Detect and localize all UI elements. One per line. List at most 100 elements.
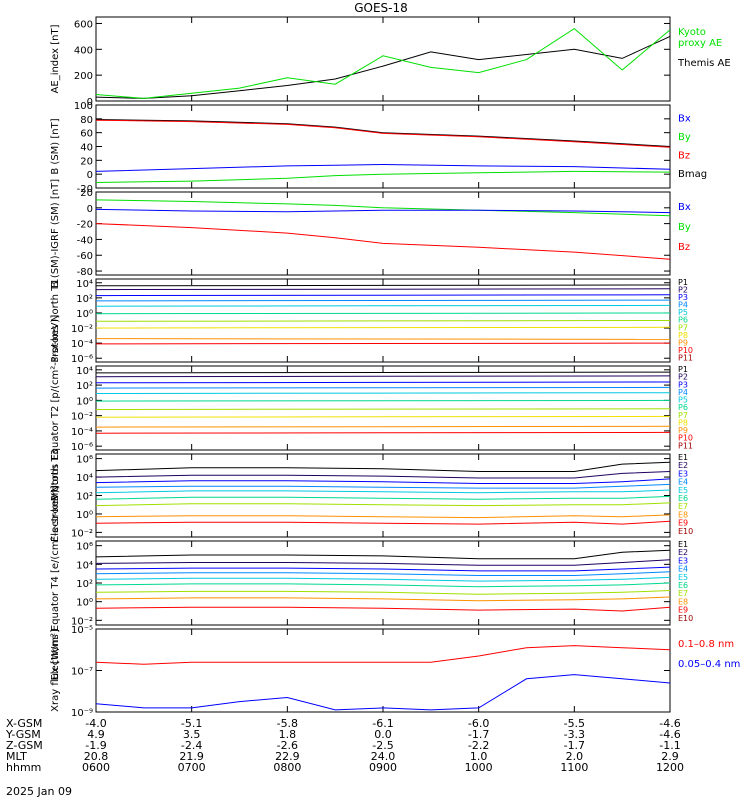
legend-entry: E8 <box>678 510 688 519</box>
chart-title: GOES-18 <box>354 1 408 15</box>
legend-entry: E6 <box>678 494 688 503</box>
legend-entry: P5 <box>678 396 688 405</box>
legend-entry: E1 <box>678 453 688 462</box>
y-tick-label: 10⁻⁴ <box>71 339 93 350</box>
series-line-e8 <box>96 514 670 519</box>
y-tick-label: 600 <box>74 19 93 30</box>
y-tick-label: 10² <box>76 381 93 392</box>
legend-entry: P4 <box>678 388 688 397</box>
legend-entry: P7 <box>678 411 688 420</box>
y-tick-label: 10⁻⁵ <box>71 625 93 636</box>
legend-entry: By <box>678 222 691 233</box>
y-tick-label: 10⁻⁴ <box>71 427 93 438</box>
legend-entry: P2 <box>678 373 688 382</box>
series-group <box>96 549 670 612</box>
y-axis-label: Xray flux [W/m²] <box>50 629 61 712</box>
series-line-p7 <box>96 320 670 322</box>
series-line-e9 <box>96 520 670 525</box>
y-tick-label: 10⁻⁹ <box>71 708 93 719</box>
y-axis-label: B (SM)-IGRF (SM) [nT] <box>50 179 61 288</box>
series-group <box>96 199 670 260</box>
legend-entry: E3 <box>678 469 688 478</box>
panel-frame <box>95 16 671 102</box>
y-tick-label: 10² <box>76 294 93 305</box>
series-line-e7 <box>96 590 670 595</box>
series-line-p8 <box>96 415 670 418</box>
y-axis-label: Protons North T1 <box>50 278 61 362</box>
y-tick-label: 0 <box>87 97 93 108</box>
panel-frame <box>95 365 671 451</box>
series-line-0-1-0-8-nm <box>96 645 670 665</box>
legend-entry: E5 <box>678 573 688 582</box>
series-line-bmag <box>96 119 670 147</box>
legend-entry: P4 <box>678 301 688 310</box>
y-tick-label: -60 <box>77 251 93 262</box>
series-line-e5 <box>96 489 670 494</box>
y-tick-label: 80 <box>80 115 93 126</box>
series-line-e9 <box>96 606 670 612</box>
legend-entry: E4 <box>678 565 688 574</box>
series-line-e6 <box>96 495 670 500</box>
legend-entry: E10 <box>678 527 693 536</box>
legend-entry: P8 <box>678 418 688 427</box>
y-tick-label: 10⁶ <box>76 542 93 553</box>
legend-entry: Themis AE <box>677 58 731 69</box>
legend-entry: E3 <box>678 556 688 565</box>
legend-entry: P7 <box>678 323 688 332</box>
legend-entry: E8 <box>678 597 688 606</box>
legend-entry: P9 <box>678 426 688 435</box>
panel-frame <box>95 191 671 276</box>
legend-entry: 0.05–0.4 nm <box>678 659 740 670</box>
series-line-p1 <box>96 371 670 374</box>
legend-entry: Bz <box>678 242 690 253</box>
legend-entry: E10 <box>678 614 693 623</box>
series-line-e3 <box>96 566 670 572</box>
y-tick-label: 10⁻⁶ <box>71 354 93 365</box>
y-tick-label: 0 <box>87 170 93 181</box>
series-group <box>96 645 670 711</box>
y-axis-label: Protons Equator T2 [p/(cm²-s-sr-keV)] <box>50 315 61 502</box>
legend-entry: Kyoto <box>678 27 706 38</box>
y-tick-label: 10² <box>76 492 93 503</box>
series-line-p3 <box>96 294 670 297</box>
panel-5: 10⁶ 10⁴ 10² 10⁰ 10⁻² Electrons North T3 E1E2E3… <box>50 449 693 542</box>
y-tick-label: 10⁰ <box>76 510 93 521</box>
legend-entry: Bx <box>678 114 691 125</box>
legend-entry: Bx <box>678 202 691 213</box>
y-tick-label: 10⁶ <box>76 455 93 466</box>
series-line-themis-ae <box>96 35 670 99</box>
series-line-p8 <box>96 326 670 329</box>
series-line-e5 <box>96 576 670 582</box>
series-line-e6 <box>96 582 670 588</box>
legend-entry: By <box>678 132 691 143</box>
y-axis-label: B (SM) [nT] <box>50 118 61 174</box>
series-line-p6 <box>96 312 670 315</box>
legend-entry: E4 <box>678 478 688 487</box>
series-group <box>96 119 670 183</box>
legend-entry: P10 <box>678 434 693 443</box>
y-tick-label: 10⁻² <box>71 324 93 335</box>
panel-7: 10⁻⁵ 10⁻⁷ 10⁻⁹ Xray flux [W/m²] 0.1–0.8 nm 0.… <box>50 625 740 719</box>
y-tick-label: 10⁴ <box>76 366 93 377</box>
y-tick-label: -80 <box>77 267 93 278</box>
series-line-e1 <box>96 549 670 560</box>
y-tick-label: 10⁴ <box>76 279 93 290</box>
panel-1: -20 0 20 40 60 80 100 B (SM) [nT] Bx By Bz Bmag <box>50 101 707 195</box>
y-tick-label: 0 <box>87 204 93 215</box>
legend-entry: P2 <box>678 286 688 295</box>
y-tick-label: -40 <box>77 235 93 246</box>
series-group <box>96 27 670 99</box>
series-line-e3 <box>96 478 670 484</box>
y-tick-label: 10⁻² <box>71 616 93 627</box>
legend-entry: E2 <box>678 461 688 470</box>
panel-2: -80 -60 -40 -20 0 20 B (SM)-IGRF (SM) [nT] Bx By… <box>50 179 691 288</box>
series-line-bz <box>96 223 670 260</box>
y-tick-label: -20 <box>77 184 93 195</box>
series-line-e7 <box>96 502 670 507</box>
series-line-by <box>96 170 670 183</box>
panel-frame <box>95 628 671 713</box>
